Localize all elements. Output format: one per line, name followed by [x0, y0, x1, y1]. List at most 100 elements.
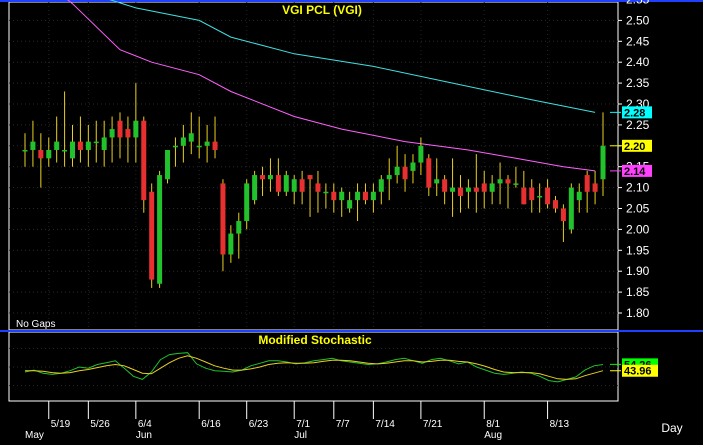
candle-body — [331, 191, 337, 201]
candle-body — [442, 179, 448, 192]
candle-body — [497, 179, 503, 184]
date-label: 7/21 — [423, 419, 443, 430]
candle-body — [109, 129, 115, 138]
candle-body — [410, 162, 416, 171]
candle-body — [141, 120, 147, 201]
price-tick-label: 1.90 — [626, 264, 650, 278]
candle-body — [212, 141, 218, 150]
candle-body — [117, 120, 123, 138]
candle-body — [38, 149, 44, 159]
price-tick-label: 2.00 — [626, 222, 650, 236]
candle-body — [513, 183, 519, 185]
price-tick-label: 2.45 — [626, 34, 650, 48]
candle-body — [125, 129, 131, 138]
last-value-label: 2.14 — [624, 166, 646, 178]
candle-body — [552, 200, 558, 209]
price-tick-label: 2.05 — [626, 202, 650, 216]
candle-body — [576, 191, 582, 201]
candle-body — [386, 175, 392, 180]
month-label: Aug — [484, 430, 502, 440]
no-gaps-note: No Gaps — [16, 319, 55, 330]
candle-body — [85, 141, 91, 150]
candle-body — [220, 183, 226, 255]
candle-body — [584, 175, 590, 192]
candle-body — [93, 141, 99, 144]
candle-body — [426, 158, 432, 188]
candle-body — [537, 195, 543, 198]
candle-body — [505, 179, 511, 184]
candle-body — [394, 166, 400, 176]
candle-body — [283, 175, 289, 192]
date-label: 8/1 — [486, 419, 500, 430]
date-label: 7/1 — [296, 419, 310, 430]
month-label: May — [25, 430, 44, 440]
candle-body — [465, 187, 471, 192]
candle-body — [260, 175, 266, 180]
last-value-tag — [622, 164, 652, 177]
candle-body — [30, 141, 36, 150]
candle-body — [228, 233, 234, 255]
candle-body — [46, 149, 52, 159]
month-label: Jul — [294, 430, 307, 440]
candle-body — [196, 145, 202, 148]
date-label: 6/4 — [138, 419, 152, 430]
candle-body — [70, 141, 76, 159]
candle-body — [307, 175, 313, 180]
candle-body — [529, 187, 535, 201]
candle-body — [378, 179, 384, 192]
candle-body — [418, 145, 424, 163]
date-label: 7/14 — [375, 419, 395, 430]
candle-body — [291, 179, 297, 192]
candle-body — [299, 179, 305, 192]
price-tick-label: 2.35 — [626, 76, 650, 90]
candle-body — [347, 200, 353, 209]
price-tick-label: 2.40 — [626, 55, 650, 69]
candle-body — [355, 191, 361, 201]
candle-body — [489, 183, 495, 192]
candle-body — [244, 183, 250, 222]
candle-body — [180, 137, 186, 146]
period-label: Day — [661, 421, 682, 435]
price-tick-label: 1.95 — [626, 243, 650, 257]
candle-body — [54, 141, 60, 150]
stochastic-last-tag — [622, 364, 658, 377]
stochastic-last-label: 43.96 — [624, 366, 652, 378]
stochastic-line-2 — [25, 355, 604, 380]
price-tick-label: 1.85 — [626, 285, 650, 299]
candle-body — [323, 191, 329, 194]
candle-body — [521, 187, 527, 205]
price-tick-label: 2.25 — [626, 118, 650, 132]
moving-average-line-2 — [67, 0, 596, 172]
candle-body — [568, 187, 574, 230]
candle-body — [592, 183, 598, 192]
stochastic-title: Modified Stochastic — [258, 333, 372, 347]
candle-body — [560, 208, 566, 222]
candle-body — [473, 187, 479, 192]
candle-body — [457, 187, 463, 196]
candle-body — [157, 175, 163, 284]
candle-body — [481, 183, 487, 192]
candle-body — [172, 145, 178, 148]
date-label: 6/23 — [249, 419, 269, 430]
date-label: 7/7 — [336, 419, 350, 430]
last-value-tag — [622, 139, 652, 152]
price-title: VGI PCL (VGI) — [282, 3, 362, 17]
candle-body — [434, 179, 440, 184]
candle-body — [267, 175, 273, 180]
candle-body — [545, 187, 551, 205]
candle-body — [450, 187, 456, 192]
last-value-tag — [622, 106, 652, 119]
candle-body — [62, 149, 68, 152]
date-label: 8/13 — [550, 419, 570, 430]
date-label: 5/26 — [90, 419, 110, 430]
candle-body — [236, 221, 242, 234]
candle-body — [402, 166, 408, 180]
candle-body — [339, 191, 345, 201]
candle-body — [204, 141, 210, 146]
price-tick-label: 1.80 — [626, 306, 650, 320]
candle-body — [165, 149, 171, 180]
candle-body — [362, 191, 368, 201]
candle-body — [188, 133, 194, 142]
